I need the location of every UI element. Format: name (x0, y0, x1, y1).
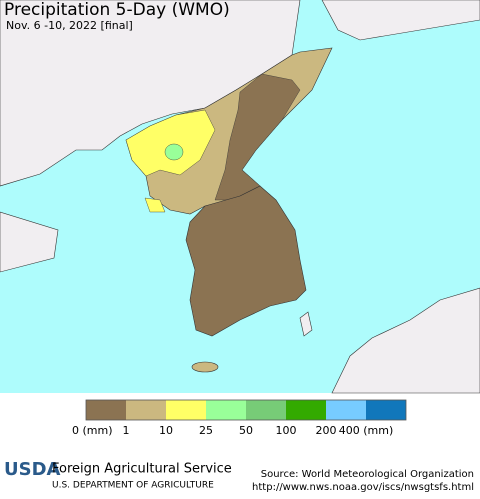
subtitle: Nov. 6 -10, 2022 [final] (6, 19, 133, 32)
title: Precipitation 5-Day (WMO) (4, 0, 230, 20)
legend-swatch (246, 400, 286, 420)
legend-border (85, 399, 407, 421)
south-korea (185, 185, 307, 337)
north-korea-coast (144, 197, 166, 213)
legend-label: 0 (mm) (72, 424, 113, 437)
legend-swatch (286, 400, 326, 420)
north-korea-west (125, 109, 216, 177)
legend-swatch (326, 400, 366, 420)
legend-swatch (166, 400, 206, 420)
japan (331, 287, 480, 394)
russia (321, 0, 480, 41)
url: http://www.nws.noaa.gov/iscs/nwsgtsfs.ht… (252, 482, 474, 493)
legend-label: 100 (276, 424, 297, 437)
legend-swatch (366, 400, 406, 420)
rain-spot (164, 143, 184, 161)
legend-label: 25 (199, 424, 213, 437)
legend-swatch (86, 400, 126, 420)
legend-swatch (206, 400, 246, 420)
agency: Foreign Agricultural Service (52, 462, 232, 477)
map: Precipitation 5-Day (WMO) Nov. 6 -10, 20… (0, 0, 480, 394)
source: Source: World Meteorological Organizatio… (261, 469, 474, 480)
legend: 0 (mm) 1 10 25 50 100 200 400 (mm) (72, 399, 407, 437)
logo: USDA (4, 459, 61, 480)
tsushima (299, 311, 313, 337)
jeju (191, 361, 219, 373)
footer: USDA Foreign Agricultural Service U.S. D… (4, 459, 474, 493)
legend-label: 200 (316, 424, 337, 437)
legend-label: 50 (239, 424, 253, 437)
legend-swatch (126, 400, 166, 420)
china-coast (0, 211, 59, 273)
legend-label: 10 (159, 424, 173, 437)
legend-label: 400 (mm) (339, 424, 394, 437)
department: U.S. DEPARTMENT OF AGRICULTURE (52, 481, 214, 491)
legend-label: 1 (123, 424, 130, 437)
